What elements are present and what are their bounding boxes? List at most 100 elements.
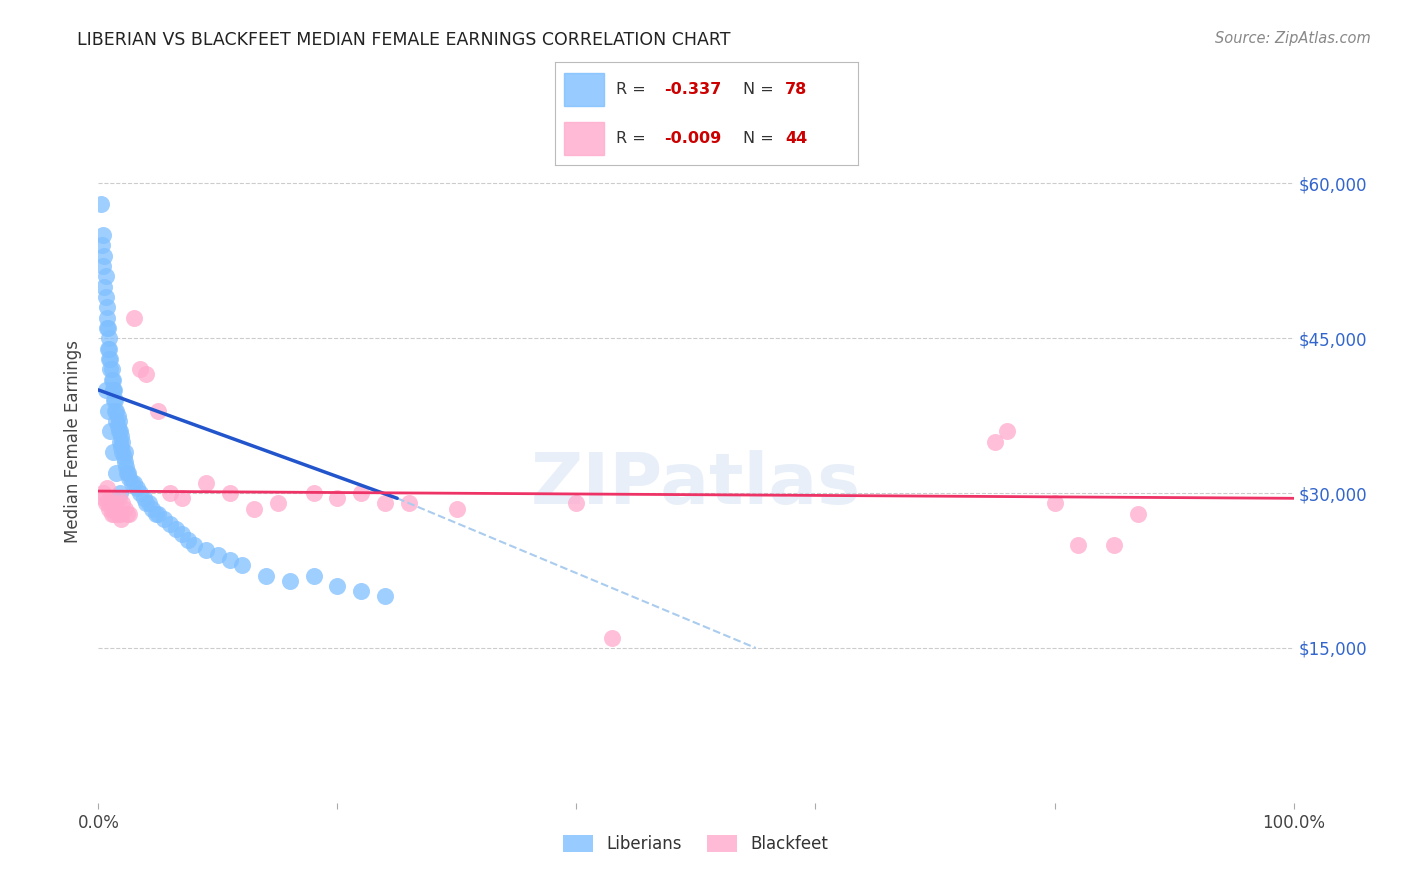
Point (302, 486, 325, 500)
Point (97, 342, 120, 356)
Point (135, 496, 157, 510)
Text: -0.009: -0.009 (664, 131, 721, 146)
Text: R =: R = (616, 131, 645, 146)
Point (98, 351, 121, 366)
Point (138, 496, 160, 510)
Point (110, 512, 132, 526)
Point (91, 228, 114, 243)
Point (115, 460, 138, 475)
Point (153, 512, 176, 526)
Text: Source: ZipAtlas.com: Source: ZipAtlas.com (1215, 31, 1371, 46)
Point (219, 486, 242, 500)
Point (1128, 507, 1150, 521)
Point (107, 414, 129, 428)
Point (105, 403, 128, 417)
Point (565, 496, 588, 510)
Point (111, 496, 134, 510)
Point (984, 434, 1007, 449)
Point (105, 466, 128, 480)
Point (141, 501, 163, 516)
Bar (564, 122, 603, 155)
Point (374, 496, 396, 510)
Point (114, 501, 136, 516)
Point (96, 301, 118, 315)
Point (374, 590, 396, 604)
Point (97, 496, 120, 510)
Point (98, 496, 122, 510)
Point (94, 290, 117, 304)
Y-axis label: Median Female Earnings: Median Female Earnings (65, 340, 83, 543)
Text: LIBERIAN VS BLACKFEET MEDIAN FEMALE EARNINGS CORRELATION CHART: LIBERIAN VS BLACKFEET MEDIAN FEMALE EARN… (77, 31, 731, 49)
Point (148, 507, 170, 521)
Point (94, 496, 117, 510)
Point (103, 393, 125, 408)
Point (172, 491, 194, 506)
Point (91, 486, 114, 500)
Point (107, 424, 129, 438)
Text: 44: 44 (785, 131, 807, 146)
Point (94, 269, 117, 284)
Point (602, 631, 624, 645)
Point (159, 517, 181, 532)
Point (104, 403, 127, 417)
Point (124, 310, 146, 325)
Point (107, 491, 129, 506)
Point (108, 434, 131, 449)
Point (132, 491, 155, 506)
Bar (564, 73, 603, 105)
Point (101, 501, 124, 516)
Point (98, 331, 121, 345)
Point (108, 507, 131, 521)
Point (98, 362, 122, 376)
Text: ZIPatlas: ZIPatlas (531, 450, 860, 519)
Point (195, 475, 218, 490)
Point (278, 574, 301, 588)
Point (129, 362, 152, 376)
Point (114, 445, 136, 459)
Point (104, 496, 127, 510)
Text: R =: R = (616, 81, 645, 96)
Text: -0.337: -0.337 (664, 81, 721, 96)
Text: N =: N = (742, 81, 773, 96)
Point (96, 481, 118, 495)
Point (97, 321, 120, 335)
Point (125, 481, 148, 495)
Point (446, 501, 468, 516)
Point (1104, 538, 1126, 552)
Point (96, 321, 118, 335)
Point (207, 548, 229, 562)
Point (183, 538, 205, 552)
Point (100, 507, 122, 521)
Point (101, 383, 124, 397)
Point (148, 403, 170, 417)
Point (98, 501, 121, 516)
Point (100, 373, 122, 387)
Point (118, 471, 141, 485)
Point (103, 507, 125, 521)
Text: 78: 78 (785, 81, 807, 96)
Point (93, 491, 115, 506)
Point (129, 486, 152, 500)
Point (107, 419, 129, 434)
Point (326, 491, 349, 506)
Point (103, 383, 125, 397)
Point (98, 424, 122, 438)
Point (254, 568, 277, 582)
Point (350, 584, 373, 599)
Point (98, 342, 121, 356)
Point (94, 383, 117, 397)
Point (112, 450, 135, 464)
Point (231, 558, 253, 573)
Text: N =: N = (742, 131, 773, 146)
Point (302, 568, 325, 582)
Point (104, 393, 127, 408)
Point (195, 542, 218, 557)
Point (114, 455, 136, 469)
Point (995, 424, 1018, 438)
Point (135, 368, 157, 382)
Legend: Liberians, Blackfeet: Liberians, Blackfeet (557, 828, 835, 860)
Point (267, 496, 290, 510)
Point (101, 383, 124, 397)
Point (93, 279, 115, 293)
Point (105, 501, 128, 516)
